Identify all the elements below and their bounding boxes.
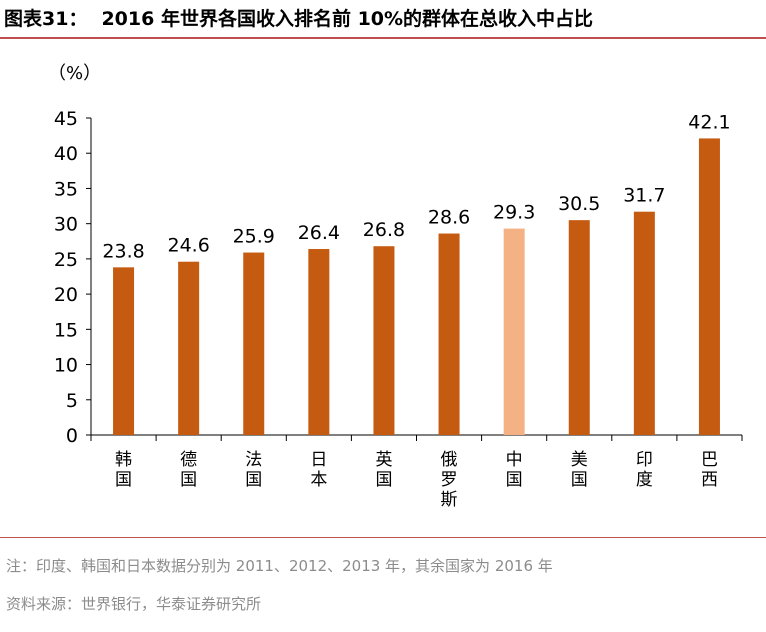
y-tick-label: 0 — [66, 425, 78, 447]
category-label: 美国 — [571, 450, 588, 490]
y-tick-label: 40 — [54, 143, 78, 165]
category-label: 英国 — [375, 450, 392, 490]
value-label: 30.5 — [558, 193, 600, 215]
y-tick-label: 45 — [54, 108, 78, 130]
bar — [633, 211, 655, 435]
category-label: 德国 — [180, 450, 197, 490]
bar — [373, 246, 395, 435]
category-labels: 韩国 德国 法国 日本 英国 俄罗斯 中国 美国 印度 巴西 — [115, 450, 718, 510]
category-label: 日本 — [310, 450, 327, 490]
y-tick-label: 5 — [66, 390, 78, 412]
figure-number: 图表31： — [4, 8, 88, 30]
bar — [568, 220, 590, 435]
bars — [113, 138, 720, 435]
value-labels: 23.8 24.6 25.9 26.4 26.8 28.6 29.3 30.5 31.7 42.1 — [102, 111, 730, 262]
y-unit-label: （%） — [48, 63, 101, 84]
figure-title: 图表31： 2016 年世界各国收入排名前 10%的群体在总收入中占比 — [4, 4, 762, 34]
y-tick-label: 30 — [54, 214, 78, 236]
y-axis: 0 5 10 15 20 25 30 35 40 45 — [54, 108, 92, 447]
value-label: 42.1 — [688, 111, 730, 133]
category-label: 俄罗斯 — [441, 450, 458, 510]
x-axis — [90, 434, 743, 441]
category-label: 巴西 — [701, 450, 718, 490]
value-label: 29.3 — [493, 202, 535, 224]
y-tick-label: 35 — [54, 178, 78, 200]
category-label: 韩国 — [115, 450, 132, 490]
bar — [113, 267, 135, 435]
figure-title-text: 2016 年世界各国收入排名前 10%的群体在总收入中占比 — [101, 8, 594, 30]
y-tick-label: 20 — [54, 284, 78, 306]
value-label: 26.4 — [298, 222, 340, 244]
value-label: 28.6 — [428, 207, 470, 229]
y-tick-label: 15 — [54, 319, 78, 341]
footer-rule — [0, 537, 766, 538]
bar — [698, 138, 720, 435]
bar — [438, 233, 460, 435]
footnote: 注：印度、韩国和日本数据分别为 2011、2012、2013 年，其余国家为 2… — [6, 557, 553, 575]
value-label: 26.8 — [363, 219, 405, 241]
bar — [308, 249, 330, 435]
bar — [178, 261, 200, 435]
y-tick-label: 10 — [54, 355, 78, 377]
value-label: 24.6 — [167, 235, 209, 257]
value-label: 25.9 — [233, 226, 275, 248]
category-label: 法国 — [245, 450, 262, 490]
bar — [243, 252, 265, 435]
value-label: 31.7 — [623, 185, 665, 207]
source-note: 资料来源：世界银行，华泰证券研究所 — [6, 595, 262, 613]
y-tick-label: 25 — [54, 249, 78, 271]
bar — [503, 228, 525, 435]
category-label: 中国 — [506, 450, 523, 490]
category-label: 印度 — [636, 450, 653, 490]
title-rule — [0, 37, 766, 39]
value-label: 23.8 — [102, 240, 144, 262]
